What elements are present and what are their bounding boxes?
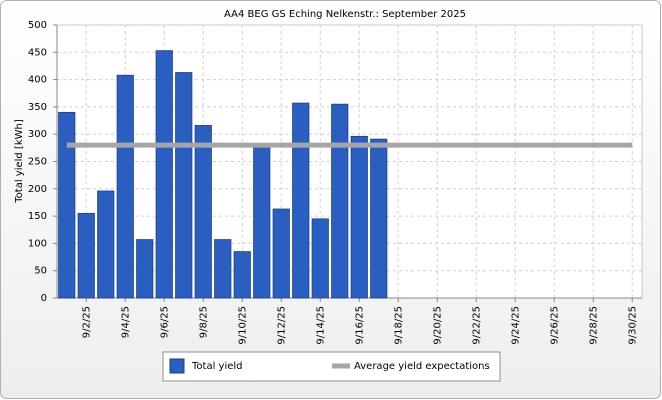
x-tick-label: 9/6/25 — [159, 306, 170, 338]
bar — [155, 50, 173, 299]
y-tick-label: 300 — [28, 129, 47, 140]
legend — [162, 351, 501, 382]
y-tick-label: 50 — [34, 266, 47, 277]
bar — [233, 251, 251, 299]
bar — [370, 138, 388, 299]
bar — [331, 103, 349, 299]
bar — [58, 111, 76, 299]
bar — [175, 72, 193, 299]
x-tick-label: 9/16/25 — [354, 306, 365, 345]
y-tick-label: 0 — [41, 293, 47, 304]
bar — [136, 239, 154, 299]
x-tick-label: 9/10/25 — [237, 306, 248, 345]
x-tick-label: 9/8/25 — [198, 306, 209, 338]
x-tick-label: 9/28/25 — [588, 306, 599, 345]
x-tick-label: 9/2/25 — [81, 306, 92, 338]
x-tick-label: 9/22/25 — [471, 306, 482, 345]
bar — [350, 135, 368, 299]
bar — [311, 218, 329, 299]
legend-swatch — [169, 358, 185, 374]
x-tick-label: 9/4/25 — [120, 306, 131, 338]
y-tick-label: 100 — [28, 238, 47, 249]
y-tick-label: 250 — [28, 157, 47, 168]
x-tick-label: 9/30/25 — [627, 306, 638, 345]
bar — [194, 125, 212, 299]
bar — [292, 102, 310, 299]
x-tick-label: 9/26/25 — [549, 306, 560, 345]
bar — [214, 239, 232, 299]
x-tick-label: 9/18/25 — [393, 306, 404, 345]
y-tick-label: 350 — [28, 102, 47, 113]
y-axis-label: Total yield [kWh] — [14, 119, 25, 204]
legend-label: Total yield — [191, 361, 243, 372]
y-tick-label: 200 — [28, 184, 47, 195]
x-tick-label: 9/12/25 — [276, 306, 287, 345]
legend-label: Average yield expectations — [354, 361, 490, 372]
y-tick-label: 450 — [28, 47, 47, 58]
bar — [272, 208, 290, 299]
x-tick-label: 9/24/25 — [510, 306, 521, 345]
y-tick-label: 150 — [28, 211, 47, 222]
bar — [116, 74, 134, 299]
bar — [77, 212, 95, 299]
bar — [253, 145, 271, 299]
chart-title: AA4 BEG GS Eching Nelkenstr.: September … — [224, 9, 466, 20]
x-tick-label: 9/14/25 — [315, 306, 326, 345]
y-tick-label: 500 — [28, 20, 47, 31]
y-tick-label: 400 — [28, 75, 47, 86]
bar — [97, 190, 115, 299]
x-tick-label: 9/20/25 — [432, 306, 443, 345]
